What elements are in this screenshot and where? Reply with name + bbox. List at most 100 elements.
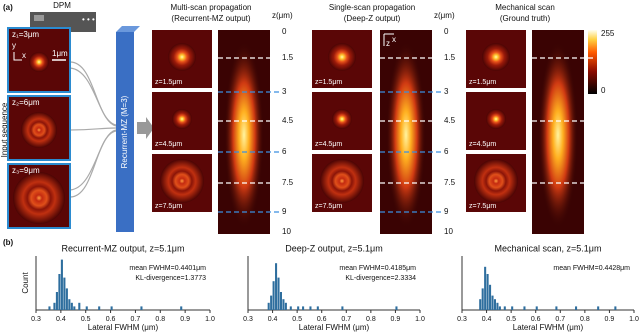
z-axis-label: 7.5: [282, 178, 294, 187]
x-tick-label: 0.6: [317, 316, 327, 323]
bar: [65, 288, 68, 310]
bar: [395, 306, 398, 310]
xz-beam: [386, 40, 426, 230]
x-tick-label: 0.7: [131, 316, 141, 323]
plane-spot: [474, 159, 518, 203]
x-axis-label: Lateral FWHM (μm): [88, 323, 159, 332]
panel-label: (b): [3, 238, 14, 247]
xz-beam: [538, 40, 578, 230]
column-title: Mechanical scan: [495, 3, 555, 12]
network-block: [116, 32, 134, 232]
bar: [48, 306, 51, 310]
plane-depth: z=1.5μm: [315, 79, 342, 86]
scale-bar-label: 1μm: [52, 49, 68, 58]
xz-axis-z: z: [386, 39, 390, 48]
bar: [493, 299, 496, 310]
x-tick-label: 1.0: [415, 316, 425, 323]
bar: [270, 295, 273, 310]
column-title: (Recurrent-MZ output): [171, 14, 250, 23]
bar: [272, 281, 275, 310]
panel-label: (a): [3, 3, 13, 12]
x-tick-label: 0.3: [31, 316, 41, 323]
z-axis-label: 10: [444, 227, 453, 236]
input-depth: z₂=6μm: [12, 98, 40, 107]
x-tick-label: 0.7: [341, 316, 351, 323]
input-label: Input sequence: [0, 102, 9, 157]
bar: [484, 266, 487, 310]
bar: [503, 306, 506, 310]
x-tick-label: 0.8: [155, 316, 165, 323]
xz-beam: [224, 40, 264, 230]
x-tick-label: 0.5: [506, 316, 516, 323]
axis-y: y: [12, 41, 16, 50]
bar: [302, 306, 305, 310]
z-axis-label: 4.5: [282, 116, 294, 125]
network-label: Recurrent-MZ (M=3): [120, 95, 129, 168]
colorbar: [588, 30, 597, 94]
bar: [309, 306, 312, 310]
bar: [511, 306, 514, 310]
bar: [70, 302, 73, 310]
bar: [523, 306, 526, 310]
bar: [60, 259, 63, 310]
z-axis-label: 4.5: [444, 116, 456, 125]
bar: [496, 302, 499, 310]
plane-spot: [482, 43, 510, 71]
annotation: mean FWHM=0.4428μm: [553, 265, 630, 272]
x-axis-label: Lateral FWHM (μm): [299, 323, 370, 332]
z-axis-label: 0: [282, 27, 287, 36]
bar: [110, 306, 113, 310]
bar: [275, 263, 278, 310]
x-tick-label: 0.6: [106, 316, 116, 323]
bar: [68, 299, 71, 310]
x-axis-label: Lateral FWHM (μm): [513, 323, 584, 332]
bar: [498, 306, 501, 310]
device-dots: • • •: [82, 15, 95, 24]
connectors: [69, 61, 117, 198]
network-block-top: [116, 26, 140, 32]
column-title: Single-scan propagation: [329, 3, 415, 12]
x-tick-label: 0.9: [605, 316, 615, 323]
axis-x: x: [22, 51, 26, 60]
chart-title: Deep-Z output, z=5.1μm: [285, 243, 382, 253]
plane-spot: [486, 109, 506, 129]
device-screen: [34, 15, 44, 21]
colorbar-min: 0: [601, 86, 606, 95]
x-tick-label: 0.4: [56, 316, 66, 323]
x-tick-label: 0.4: [268, 316, 278, 323]
plane-spot: [332, 109, 352, 129]
plane-depth: z=1.5μm: [469, 79, 496, 86]
z-axis-label: 3: [444, 87, 449, 96]
input-spot: [29, 52, 49, 72]
x-tick-label: 0.8: [580, 316, 590, 323]
z-axis-label: 7.5: [444, 178, 456, 187]
bar: [297, 306, 300, 310]
bar: [535, 306, 538, 310]
bar: [614, 306, 617, 310]
chart-title: Recurrent-MZ output, z=5.1μm: [62, 243, 185, 253]
plane-spot: [172, 109, 192, 129]
xz-axis-arrows: [383, 33, 394, 46]
bar: [78, 302, 81, 310]
plane-spot: [160, 159, 204, 203]
bar: [277, 277, 280, 310]
input-depth: z₁=3μm: [12, 30, 39, 39]
x-tick-label: 0.3: [457, 316, 467, 323]
colorbar-max: 255: [601, 29, 615, 38]
bar: [316, 306, 319, 310]
bar: [489, 284, 492, 310]
input-depth: z₃=9μm: [12, 166, 40, 175]
bar: [279, 292, 282, 310]
x-tick-label: 0.4: [482, 316, 492, 323]
x-tick-label: 0.7: [555, 316, 565, 323]
bar: [289, 306, 292, 310]
axis-arrows: [13, 52, 22, 61]
z-axis-label: 6: [444, 147, 449, 156]
bar: [85, 306, 88, 310]
bar: [491, 295, 494, 310]
bar: [481, 288, 484, 310]
z-axis-label: 9: [444, 207, 449, 216]
bar: [53, 302, 56, 310]
